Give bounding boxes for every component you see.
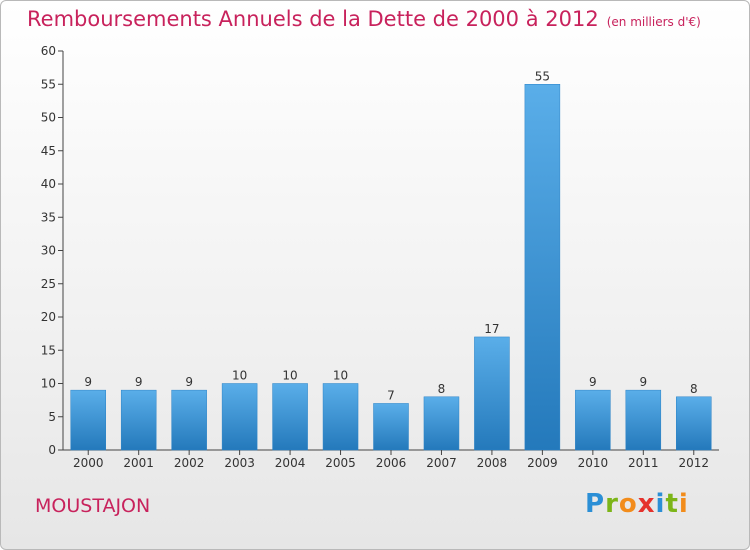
x-tick-label: 2007 — [426, 456, 457, 470]
bar-value-label: 9 — [185, 375, 193, 389]
y-tick-label: 20 — [41, 310, 56, 324]
bar — [474, 336, 510, 451]
x-tick-label: 2000 — [73, 456, 104, 470]
y-tick-label: 5 — [48, 410, 56, 424]
bar-value-label: 9 — [135, 375, 143, 389]
bar — [676, 396, 712, 451]
bar-value-label: 10 — [232, 369, 247, 383]
x-tick-label: 2010 — [578, 456, 609, 470]
bar — [322, 383, 359, 451]
bar-value-label: 9 — [589, 375, 597, 389]
chart-title-unit: (en milliers d'€) — [606, 15, 701, 29]
bar-value-label: 8 — [438, 382, 446, 396]
bar-value-label: 7 — [387, 388, 395, 402]
x-tick-label: 2012 — [678, 456, 709, 470]
chart-title-main: Remboursements Annuels de la Dette de 20… — [27, 7, 599, 31]
y-tick-label: 25 — [41, 277, 56, 291]
x-tick-label: 2003 — [224, 456, 255, 470]
bar-value-label: 9 — [84, 375, 92, 389]
y-tick-label: 50 — [41, 111, 56, 125]
y-tick-label: 45 — [41, 144, 56, 158]
bar — [625, 389, 662, 451]
x-tick-label: 2002 — [174, 456, 205, 470]
bar — [221, 383, 258, 451]
chart-title: Remboursements Annuels de la Dette de 20… — [27, 7, 701, 31]
x-tick-label: 2008 — [477, 456, 508, 470]
x-tick-label: 2006 — [376, 456, 407, 470]
bar — [373, 403, 409, 451]
bar-value-label: 8 — [690, 382, 698, 396]
y-tick-label: 55 — [41, 77, 56, 91]
bar-value-label: 9 — [639, 375, 647, 389]
bar — [524, 84, 561, 451]
bar — [70, 389, 106, 451]
bar — [120, 389, 157, 451]
x-tick-label: 2004 — [275, 456, 306, 470]
commune-name: MOUSTAJON — [35, 495, 151, 517]
bar-value-label: 55 — [535, 69, 550, 83]
bar-value-label: 17 — [484, 322, 499, 336]
x-tick-label: 2001 — [123, 456, 154, 470]
y-tick-label: 10 — [41, 377, 56, 391]
x-tick-label: 2009 — [527, 456, 558, 470]
y-tick-label: 60 — [41, 44, 56, 58]
x-tick-label: 2005 — [325, 456, 356, 470]
y-tick-label: 35 — [41, 210, 56, 224]
bar — [423, 396, 460, 451]
bar — [272, 383, 308, 451]
y-tick-label: 0 — [48, 443, 56, 457]
bar — [575, 389, 611, 451]
y-tick-label: 30 — [41, 244, 56, 258]
bar-value-label: 10 — [282, 369, 297, 383]
bar-value-label: 10 — [333, 369, 348, 383]
y-tick-label: 15 — [41, 343, 56, 357]
y-tick-label: 40 — [41, 177, 56, 191]
bar — [171, 389, 207, 451]
x-tick-label: 2011 — [628, 456, 659, 470]
proxiti-logo: Proxiti — [585, 489, 689, 519]
